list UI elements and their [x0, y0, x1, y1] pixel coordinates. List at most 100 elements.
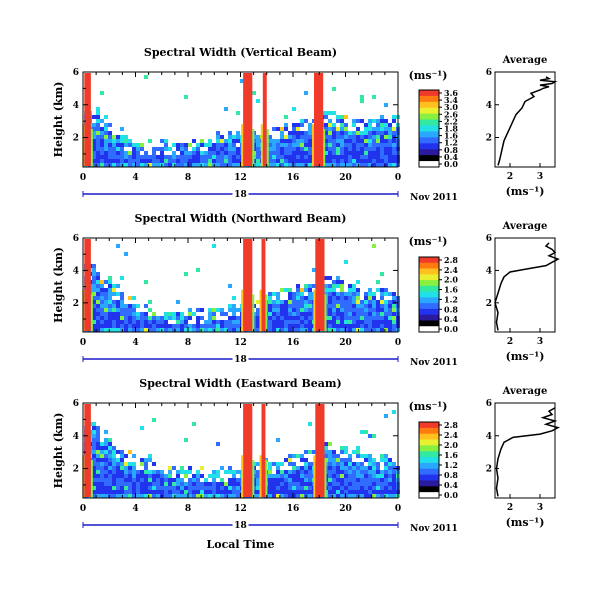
heatmap-cell	[132, 478, 136, 482]
heatmap-cell	[164, 474, 168, 478]
heatmap-cell	[292, 127, 296, 131]
heatmap-cell	[344, 135, 348, 139]
heatmap-cell	[136, 304, 140, 308]
heatmap-cell	[392, 482, 396, 486]
heatmap-cells	[82, 404, 400, 498]
heatmap-cell	[324, 143, 328, 147]
heatmap-cell	[388, 474, 392, 478]
heatmap-cell	[140, 159, 144, 163]
heatmap-cell	[324, 163, 328, 167]
heatmap-cell	[208, 147, 212, 151]
heatmap-cell	[108, 284, 112, 288]
heatmap-cell	[104, 446, 108, 450]
x-tick-label: 8	[185, 173, 191, 183]
heatmap-cell	[288, 163, 292, 167]
heatmap-cell	[200, 494, 204, 498]
heatmap-cell	[348, 159, 352, 163]
heatmap-cell	[392, 328, 396, 332]
heatmap-cell	[116, 478, 120, 482]
heatmap-cell	[324, 127, 328, 131]
heatmap-cell	[236, 135, 240, 139]
heatmap-cell	[268, 296, 272, 300]
colorbar-tick-label: 2.4	[444, 430, 458, 440]
heatmap-cell	[300, 458, 304, 462]
heatmap-cell	[180, 478, 184, 482]
heatmap-cell	[224, 155, 228, 159]
heatmap-cell	[292, 163, 296, 167]
heatmap-cell	[136, 316, 140, 320]
heatmap-cell	[228, 151, 232, 155]
x-tick-label: 20	[339, 338, 352, 348]
heatmap-cell	[384, 462, 388, 466]
heatmap-cell	[352, 316, 356, 320]
heatmap-cell	[100, 155, 104, 159]
heatmap-cell	[236, 139, 240, 143]
heatmap-cell	[196, 151, 200, 155]
heatmap-cell	[96, 458, 100, 462]
heatmap-cell	[200, 490, 204, 494]
heatmap-cell	[284, 163, 288, 167]
heatmap-cell	[308, 155, 312, 159]
heatmap-cell	[100, 280, 104, 284]
heatmap-cell	[340, 462, 344, 466]
heatmap-cell	[340, 123, 344, 127]
heatmap-cell	[128, 312, 132, 316]
heatmap-cell	[208, 324, 212, 328]
heatmap-cell	[280, 490, 284, 494]
heatmap-cell	[168, 312, 172, 316]
heatmap-cell	[332, 474, 336, 478]
heatmap-cell	[256, 482, 260, 486]
heatmap-cell	[216, 155, 220, 159]
heatmap-cell	[300, 300, 304, 304]
heatmap-cell	[364, 151, 368, 155]
colorbar-tick-label: 0.8	[444, 470, 458, 480]
heatmap-cell	[184, 328, 188, 332]
heatmap-cell	[304, 304, 308, 308]
heatmap-cell	[228, 324, 232, 328]
heatmap-cell	[380, 163, 384, 167]
y-tick-label: 4	[73, 266, 79, 276]
heatmap-cell	[104, 131, 108, 135]
heatmap-cell	[376, 490, 380, 494]
heatmap-cell	[224, 490, 228, 494]
heatmap-cell	[216, 470, 220, 474]
heatmap-cell	[96, 115, 100, 119]
heatmap-cell	[344, 139, 348, 143]
heatmap-cell	[96, 478, 100, 482]
heatmap-cell	[360, 482, 364, 486]
heatmap-cell	[356, 474, 360, 478]
heatmap-cell	[212, 320, 216, 324]
heatmap-cell	[356, 478, 360, 482]
heatmap-cell	[224, 107, 228, 111]
heatmap-cell	[184, 163, 188, 167]
heatmap-cell	[100, 328, 104, 332]
heatmap-cell	[336, 276, 340, 280]
heatmap-cell	[196, 324, 200, 328]
heatmap-cell	[116, 490, 120, 494]
heatmap-cell	[380, 470, 384, 474]
heatmap-cell	[228, 482, 232, 486]
heatmap-cell	[220, 163, 224, 167]
heatmap-cell	[208, 151, 212, 155]
heatmap-cell	[180, 324, 184, 328]
heatmap-cell	[268, 139, 272, 143]
heatmap-cell	[144, 324, 148, 328]
heatmap-cell	[336, 490, 340, 494]
heatmap-cell	[372, 324, 376, 328]
heatmap-cell	[340, 328, 344, 332]
heatmap-cell	[220, 490, 224, 494]
heatmap-cell	[96, 312, 100, 316]
heatmap-cell	[140, 458, 144, 462]
heatmap-cell	[332, 151, 336, 155]
heatmap-cell	[148, 478, 152, 482]
heatmap-cell	[228, 155, 232, 159]
heatmap-cell	[224, 139, 228, 143]
colorbar-swatch	[419, 291, 439, 298]
heatmap-cell	[124, 151, 128, 155]
heatmap-cell	[132, 490, 136, 494]
heatmap-cell	[384, 127, 388, 131]
heatmap-cell	[336, 143, 340, 147]
heatmap-cell	[176, 324, 180, 328]
heatmap-cell	[368, 296, 372, 300]
heatmap-cell	[136, 482, 140, 486]
